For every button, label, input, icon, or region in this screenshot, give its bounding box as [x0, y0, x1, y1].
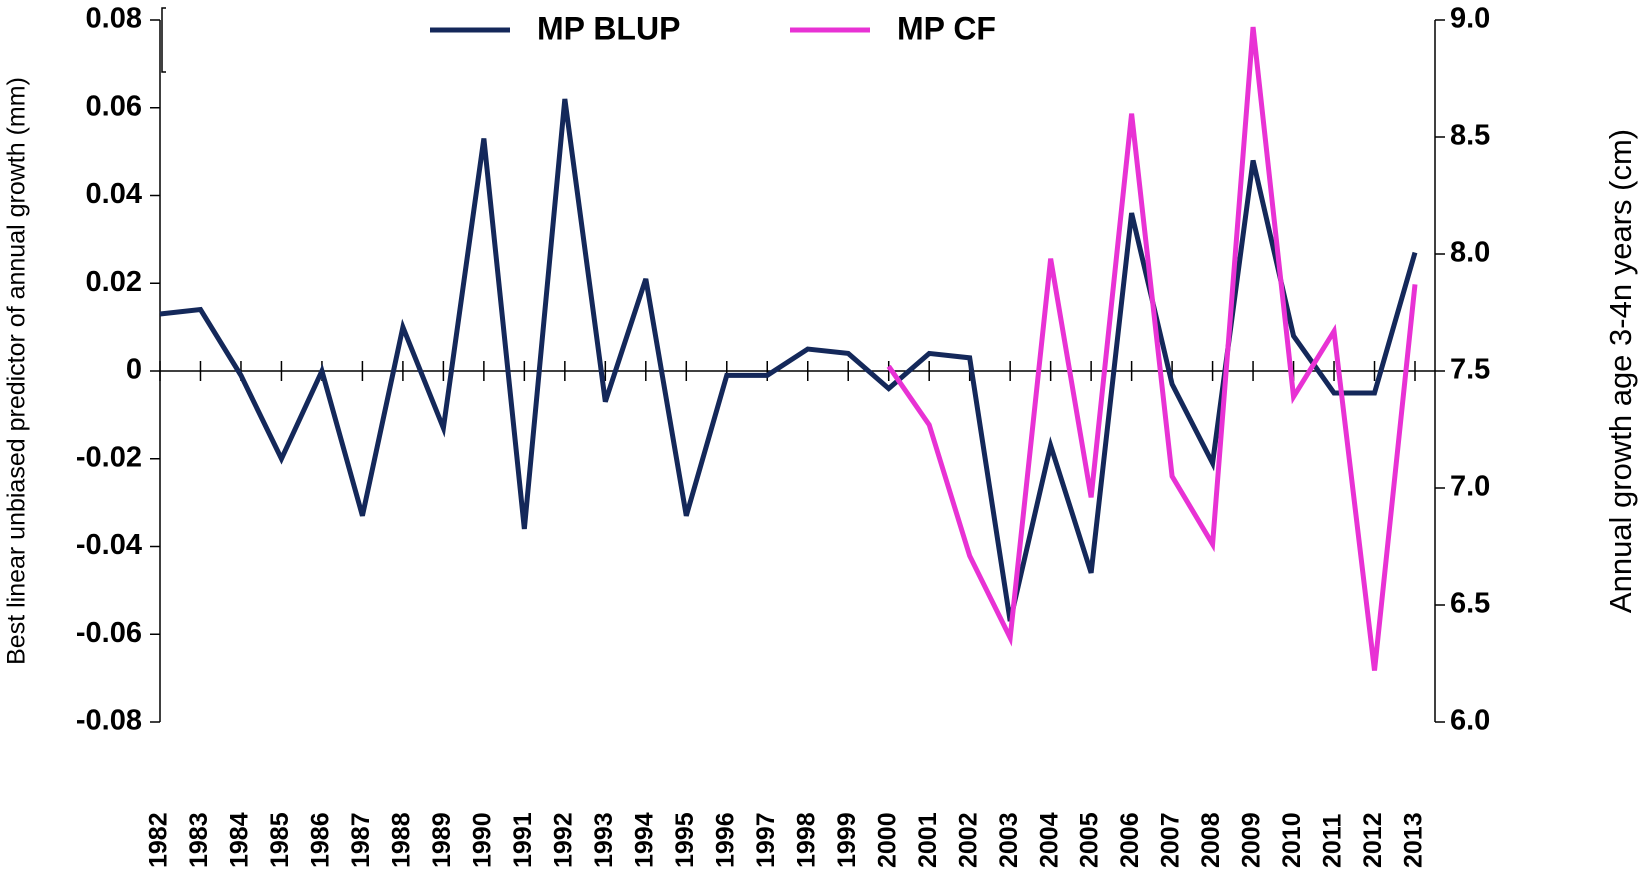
x-tick-label: 2012 [1359, 812, 1387, 868]
y-tick-label: 0 [126, 354, 142, 386]
y2-tick-label: 7.0 [1450, 471, 1490, 503]
y-axis-label: Best linear unbiased predictor of annual… [3, 77, 31, 665]
y-tick-label: 0.04 [86, 178, 142, 210]
x-tick-label: 1990 [468, 812, 496, 868]
x-tick-label: 1996 [711, 812, 739, 868]
x-tick-label: 1983 [185, 812, 213, 868]
y-tick-label: 0.06 [86, 90, 142, 122]
y2-tick-label: 6.0 [1450, 705, 1490, 737]
x-tick-label: 1988 [388, 812, 416, 868]
x-tick-label: 2008 [1197, 812, 1225, 868]
x-tick-label: 2007 [1157, 812, 1185, 868]
y2-axis-label: Annual growth age 3-4n years (cm) [1603, 129, 1638, 613]
series-line [886, 26, 1418, 671]
x-tick-label: 1998 [792, 812, 820, 868]
legend-label: MP CF [897, 10, 996, 46]
x-tick-label: 1994 [630, 812, 658, 868]
x-tick-label: 1995 [671, 812, 699, 868]
bracket [161, 7, 166, 73]
x-tick-label: 2000 [873, 812, 901, 868]
y2-tick-label: 8.0 [1450, 237, 1490, 269]
x-tick-label: 2003 [995, 812, 1023, 868]
x-tick-label: 2010 [1278, 812, 1306, 868]
x-tick-label: 1991 [509, 812, 537, 868]
x-tick-label: 2005 [1076, 812, 1104, 868]
x-tick-label: 2013 [1400, 812, 1428, 868]
y-tick-label: -0.06 [76, 617, 142, 649]
x-tick-label: 1999 [833, 812, 861, 868]
x-tick-label: 1992 [549, 812, 577, 868]
y-tick-label: 0.02 [86, 266, 142, 298]
y2-tick-label: 6.5 [1450, 588, 1490, 620]
x-tick-label: 2002 [954, 812, 982, 868]
x-tick-label: 1997 [752, 812, 780, 868]
x-tick-label: 1993 [590, 812, 618, 868]
series-line [159, 98, 1418, 622]
y-tick-label: 0.08 [86, 3, 142, 35]
x-tick-label: 2006 [1116, 812, 1144, 868]
x-tick-label: 1989 [428, 812, 456, 868]
y-tick-label: -0.08 [76, 705, 142, 737]
x-tick-label: 2011 [1319, 814, 1347, 868]
y2-tick-label: 7.5 [1450, 354, 1490, 386]
x-tick-label: 1987 [347, 812, 375, 868]
x-tick-label: 2004 [1035, 812, 1063, 868]
y2-tick-label: 8.5 [1450, 120, 1490, 152]
x-tick-label: 2001 [914, 812, 942, 868]
x-tick-label: 1986 [307, 812, 335, 868]
y-tick-label: -0.02 [76, 441, 142, 473]
y-tick-label: -0.04 [76, 529, 142, 561]
x-tick-label: 2009 [1238, 812, 1266, 868]
x-tick-label: 1985 [266, 812, 294, 868]
x-tick-label: 1982 [145, 812, 173, 868]
y2-tick-label: 9.0 [1450, 3, 1490, 35]
legend-label: MP BLUP [537, 10, 680, 46]
x-tick-label: 1984 [226, 812, 254, 868]
